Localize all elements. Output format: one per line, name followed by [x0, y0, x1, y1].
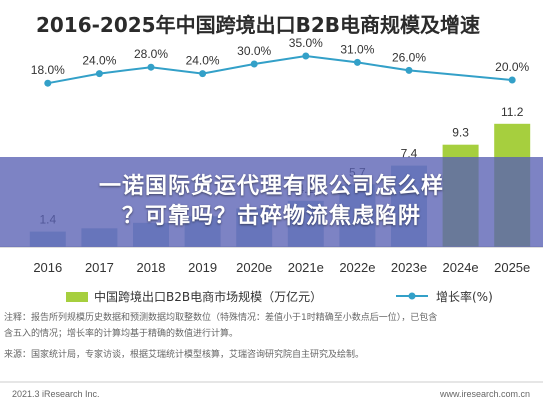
- legend-bar-swatch: [66, 292, 88, 302]
- growth-label-2017: 24.0%: [82, 54, 116, 68]
- growth-label-2021e: 35.0%: [289, 36, 323, 50]
- x-tick-2022e: 2022e: [339, 260, 375, 275]
- notes: 注释：报告所列规模历史数据和预测数据均取整数位（特殊情况：差值小于1时精确至小数…: [4, 311, 437, 360]
- growth-point-2020e: [250, 60, 258, 68]
- footer-copyright: 2021.3 iResearch Inc.: [12, 389, 100, 399]
- x-tick-2023e: 2023e: [391, 260, 427, 275]
- footer-website: www.iresearch.com.cn: [439, 389, 530, 399]
- x-tick-2017: 2017: [85, 260, 114, 275]
- x-tick-2024e: 2024e: [443, 260, 479, 275]
- bar-value-label-2025e: 11.2: [501, 105, 524, 119]
- chart-title: 2016-2025年中国跨境出口B2B电商规模及增速: [36, 13, 480, 37]
- x-tick-2018: 2018: [137, 260, 166, 275]
- growth-label-2018: 28.0%: [134, 47, 168, 61]
- growth-label-2020e: 30.0%: [237, 44, 271, 58]
- overlay-title-line-1: 一诺国际货运代理有限公司怎么样: [98, 174, 444, 199]
- growth-point-2018: [147, 63, 155, 71]
- overlay-title-line-2: ？可靠吗？击碎物流焦虑陷阱: [121, 204, 421, 229]
- x-tick-2020e: 2020e: [236, 260, 272, 275]
- x-tick-2016: 2016: [33, 260, 62, 275]
- overlay-banner: 一诺国际货运代理有限公司怎么样 ？可靠吗？击碎物流焦虑陷阱: [0, 157, 543, 247]
- note-line-2: 含五入的情况；增长率的计算均基于精确的数值进行计算。: [4, 327, 238, 339]
- growth-label-2025e: 20.0%: [495, 60, 529, 74]
- legend-line-marker: [408, 292, 416, 300]
- legend-line-label: 增长率(%): [436, 289, 493, 304]
- x-axis-ticks: 2016 2017 2018 2019 2020e 2021e 2022e 2023e 2024…: [33, 260, 530, 275]
- growth-line-series: 18.0% 24.0% 28.0% 24.0% 30.0% 35.0% 31.0% 26.0%…: [31, 36, 530, 87]
- growth-point-2021e: [302, 52, 310, 60]
- growth-point-2017: [95, 70, 103, 78]
- note-line-1: 注释：报告所列规模历史数据和预测数据均取整数位（特殊情况：差值小于1时精确至小数…: [4, 311, 437, 323]
- x-tick-2025e: 2025e: [494, 260, 530, 275]
- legend: 中国跨境出口B2B电商市场规模（万亿元） 增长率(%): [66, 289, 493, 304]
- bar-value-label-2024e: 9.3: [452, 126, 469, 140]
- growth-point-2016: [44, 79, 52, 87]
- growth-point-2019: [199, 70, 207, 78]
- note-source: 来源：国家统计局，专家访谈，根据艾瑞统计模型核算，艾瑞咨询研究院自主研究及绘制。: [4, 348, 364, 360]
- growth-point-2022e: [353, 58, 361, 66]
- growth-point-2025e: [508, 76, 516, 84]
- growth-line: [47, 54, 513, 85]
- growth-label-2019: 24.0%: [186, 54, 220, 68]
- x-tick-2021e: 2021e: [288, 260, 324, 275]
- legend-bar-label: 中国跨境出口B2B电商市场规模（万亿元）: [94, 289, 322, 304]
- growth-label-2016: 18.0%: [31, 63, 65, 77]
- x-tick-2019: 2019: [188, 260, 217, 275]
- growth-label-2023e: 26.0%: [392, 50, 426, 64]
- growth-point-2023e: [405, 66, 413, 74]
- growth-label-2022e: 31.0%: [340, 42, 374, 56]
